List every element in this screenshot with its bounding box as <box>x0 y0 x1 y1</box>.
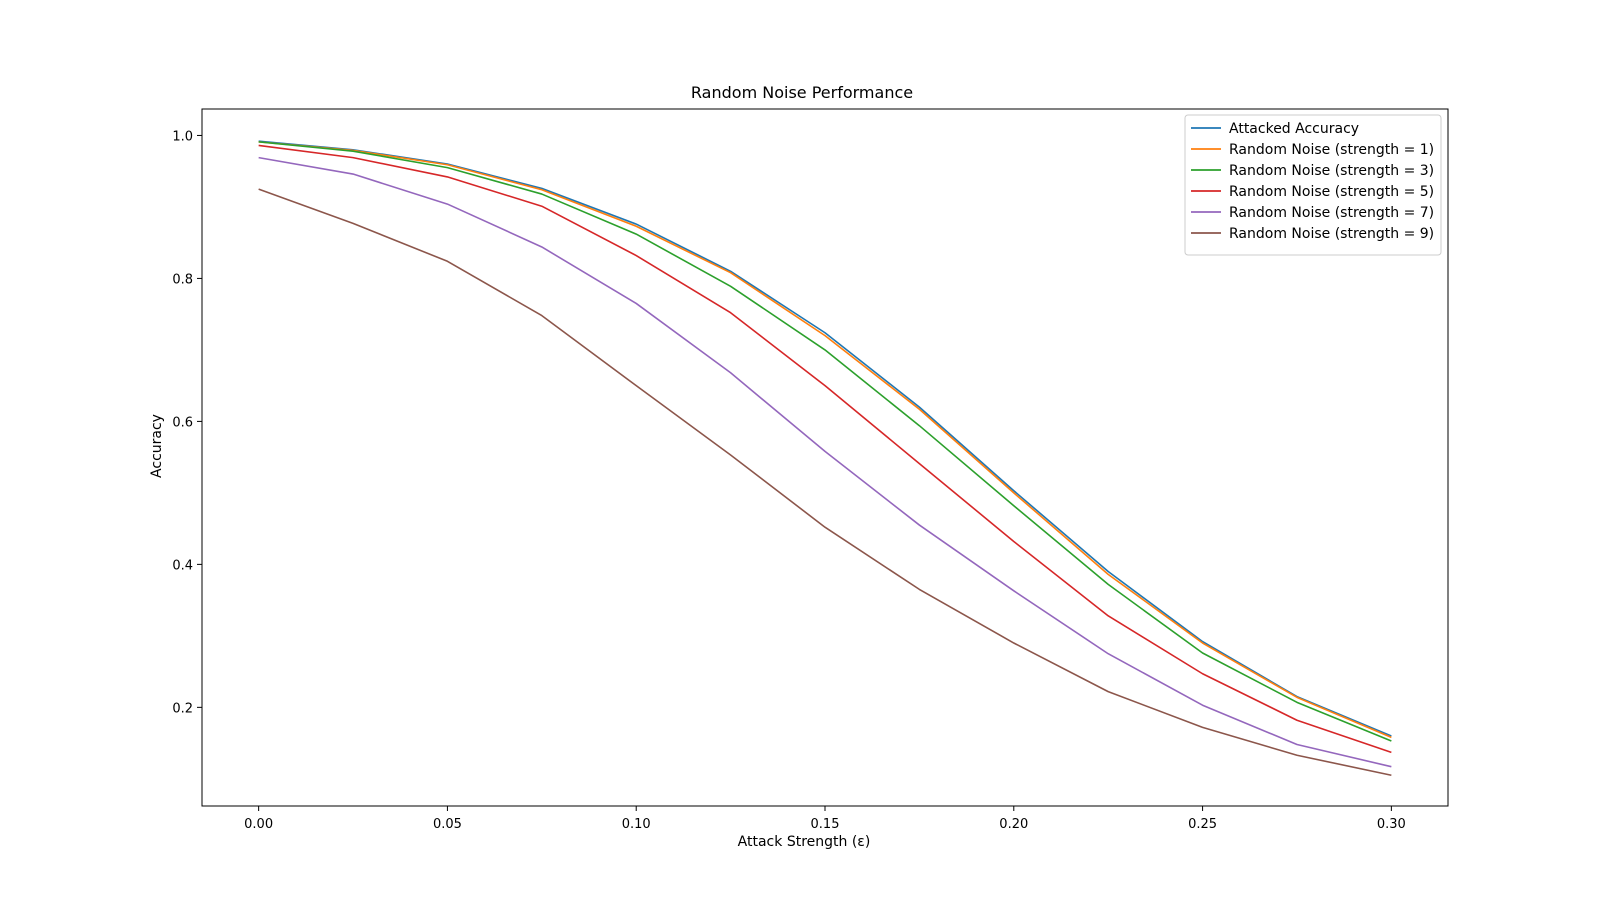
series-line-3 <box>258 144 1392 754</box>
y-axis-label: Accuracy <box>149 414 165 478</box>
y-tick-label: 0.4 <box>172 558 193 573</box>
y-tick-label: 0.8 <box>172 272 193 287</box>
y-tick-label: 1.0 <box>172 129 193 144</box>
chart-title: Random Noise Performance <box>691 83 913 102</box>
legend-label: Random Noise (strength = 5) <box>1229 184 1434 200</box>
x-axis-label: Attack Strength (ε) <box>738 834 871 850</box>
series-line-4 <box>258 156 1392 768</box>
x-tick-label: 0.00 <box>244 817 273 832</box>
plot-area: 0.00 0.05 0.10 0.15 0.20 0.25 0.30 0.2 0.4 0.6 0.8… <box>172 108 1449 832</box>
series-line-5 <box>258 188 1392 777</box>
y-tick-label: 0.2 <box>172 701 193 716</box>
x-tick-label: 0.15 <box>811 817 840 832</box>
legend-label: Random Noise (strength = 3) <box>1229 163 1434 179</box>
series-line-2 <box>258 141 1392 742</box>
legend-label: Random Noise (strength = 9) <box>1229 226 1434 242</box>
x-tick-label: 0.20 <box>999 817 1028 832</box>
legend-label: Random Noise (strength = 1) <box>1229 142 1434 158</box>
legend-box <box>1184 114 1442 256</box>
x-tick-label: 0.30 <box>1377 817 1406 832</box>
x-tick-label: 0.05 <box>433 817 462 832</box>
legend: Attacked Accuracy Random Noise (strength … <box>1184 114 1442 256</box>
series-line-1 <box>258 141 1392 739</box>
legend-label: Random Noise (strength = 7) <box>1229 205 1434 221</box>
legend-label: Attacked Accuracy <box>1229 121 1359 137</box>
x-tick-label: 0.10 <box>622 817 651 832</box>
y-tick-label: 0.6 <box>172 415 193 430</box>
x-tick-label: 0.25 <box>1188 817 1217 832</box>
